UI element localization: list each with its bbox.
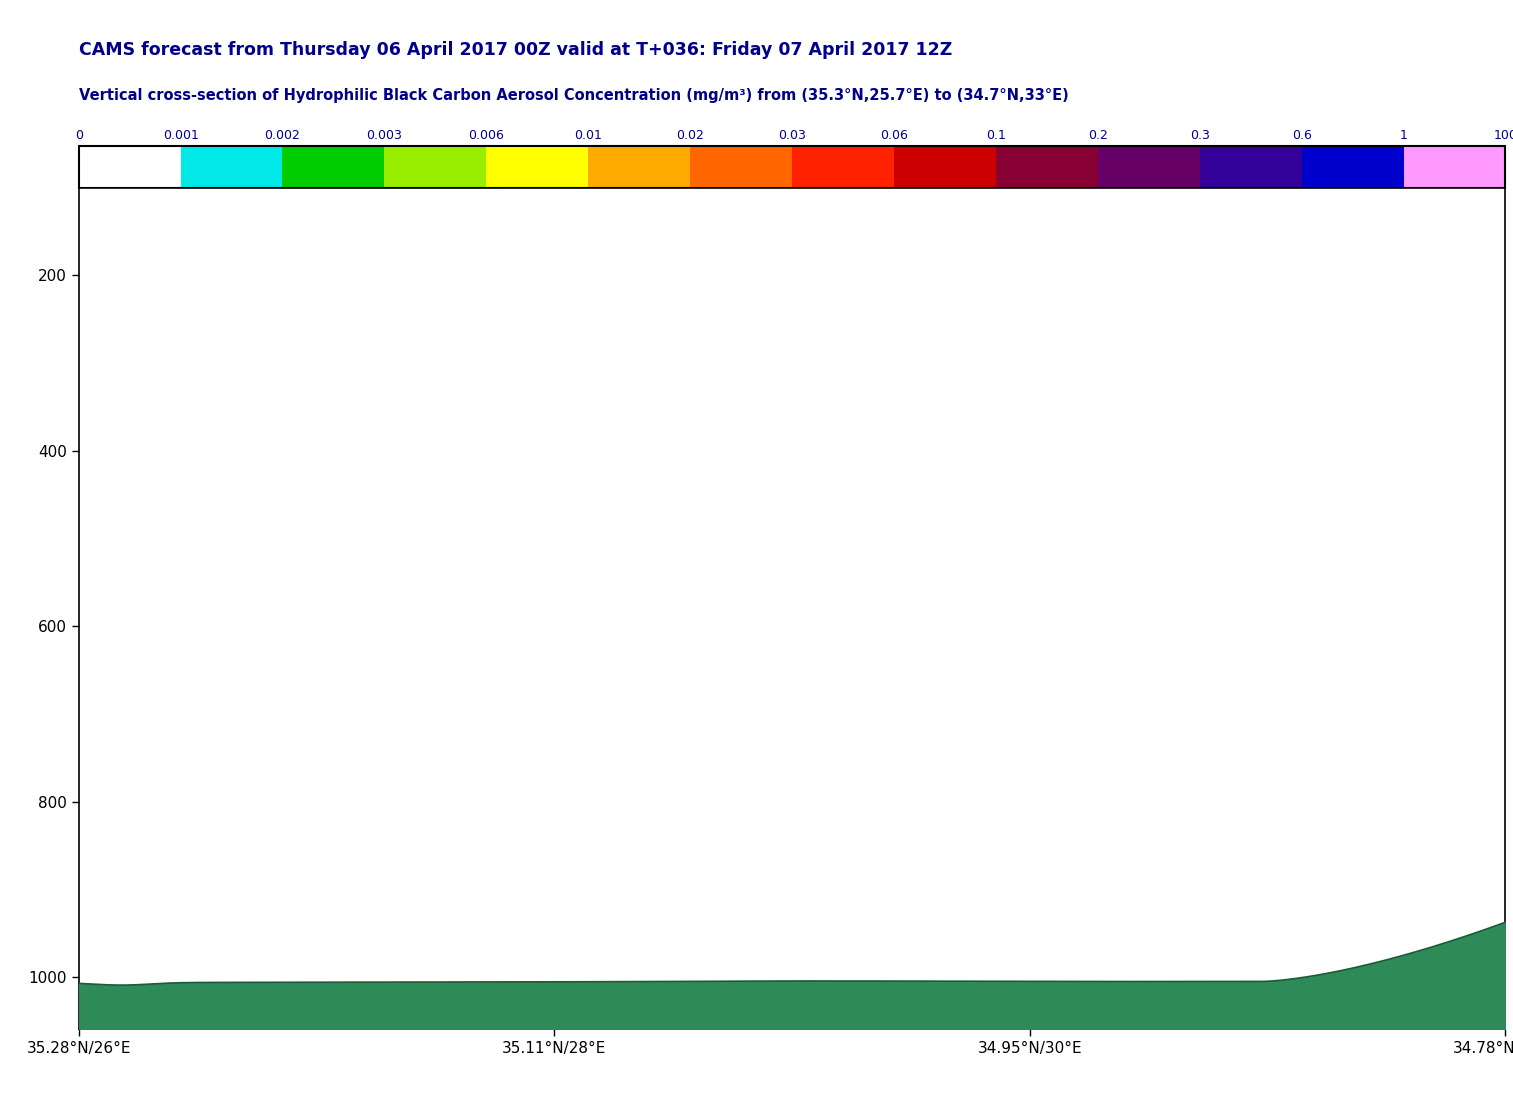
Text: 0.001: 0.001 [163,129,198,142]
Bar [1301,145,1404,188]
Bar [996,145,1098,188]
Bar [79,145,180,188]
Bar [283,145,384,188]
Bar [793,145,894,188]
Text: 0.1: 0.1 [986,129,1006,142]
Text: 0.003: 0.003 [366,129,402,142]
Bar [1098,145,1200,188]
Text: 100: 100 [1493,129,1513,142]
Text: 0.01: 0.01 [575,129,602,142]
Text: 0.02: 0.02 [676,129,704,142]
Bar [180,145,283,188]
Text: 0.006: 0.006 [469,129,504,142]
Bar [1200,145,1301,188]
Text: 0.03: 0.03 [778,129,806,142]
Bar [79,145,1505,188]
Text: 0.06: 0.06 [881,129,908,142]
Text: 0: 0 [74,129,83,142]
Text: 0.2: 0.2 [1088,129,1108,142]
Bar [589,145,690,188]
Bar [384,145,486,188]
Bar [894,145,996,188]
Text: 0.002: 0.002 [265,129,301,142]
Text: CAMS forecast from Thursday 06 April 2017 00Z valid at T+036: Friday 07 April 20: CAMS forecast from Thursday 06 April 201… [79,41,952,59]
Bar [690,145,793,188]
Text: 0.6: 0.6 [1292,129,1312,142]
Text: 0.3: 0.3 [1189,129,1209,142]
Bar [486,145,589,188]
Bar [1404,145,1505,188]
Text: 1: 1 [1400,129,1407,142]
Text: Vertical cross-section of Hydrophilic Black Carbon Aerosol Concentration (mg/m³): Vertical cross-section of Hydrophilic Bl… [79,88,1068,102]
